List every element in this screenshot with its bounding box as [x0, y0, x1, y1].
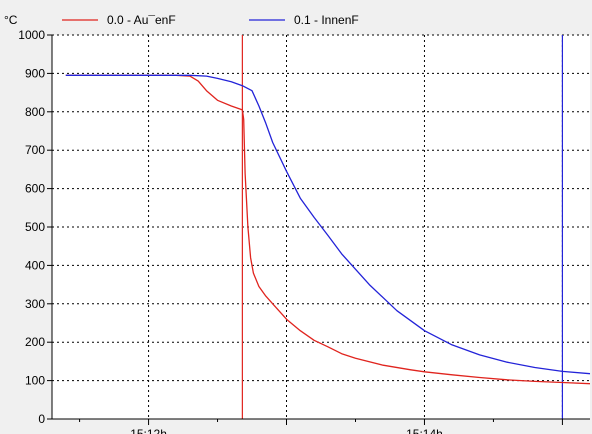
legend: 0.0 - Au¯enF 0.1 - InnenF [62, 13, 359, 27]
y-tick-label: 0 [38, 412, 45, 426]
x-tick-label: 15:14h [406, 427, 443, 434]
x-tick-label: 15:12h [130, 427, 167, 434]
y-tick-label: 500 [25, 220, 45, 234]
x-ticks: 15:12h 15:14h [79, 419, 563, 434]
y-tick-label: 700 [25, 143, 45, 157]
y-tick-label: 200 [25, 335, 45, 349]
y-tick-label: 600 [25, 182, 45, 196]
series-line-0 [65, 74, 591, 385]
y-tick-label: 300 [25, 297, 45, 311]
series-line-1 [65, 74, 591, 375]
y-unit-label: °C [4, 13, 18, 27]
y-tick-label: 400 [25, 258, 45, 272]
y-tick-label: 100 [25, 374, 45, 388]
series-group [65, 74, 591, 385]
y-tick-label: 800 [25, 105, 45, 119]
y-tick-label: 900 [25, 66, 45, 80]
legend-label-series-0: 0.0 - Au¯enF [107, 13, 176, 27]
cursor-lines [241, 35, 564, 419]
legend-label-series-1: 0.1 - InnenF [294, 13, 359, 27]
y-ticks: 0 100 200 300 400 500 600 700 800 900 1000 [18, 28, 52, 426]
y-tick-label: 1000 [18, 28, 45, 42]
